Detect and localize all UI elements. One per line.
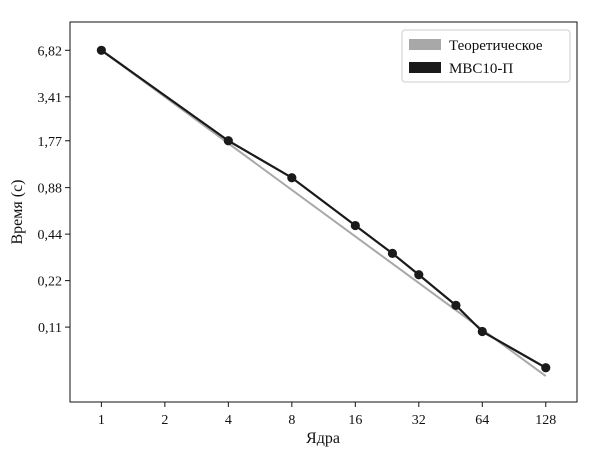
y-tick-label-1: 0,22 [38,275,63,290]
x-tick-label-7: 128 [535,413,556,428]
legend-box [401,29,571,83]
series-1-point-7 [477,326,487,337]
legend: Теоретическое МВС10-П [401,29,571,83]
series-layer [96,45,551,377]
series-1-point-2 [287,173,297,183]
y-tick-label-0: 0,11 [38,321,62,336]
series-line-1 [100,49,547,369]
x-tick-label-3: 8 [288,413,295,428]
x-tick-label-4: 16 [348,413,362,428]
plot-area [69,21,578,403]
y-tick-label-4: 1,77 [38,135,63,150]
x-tick-label-1: 2 [161,413,168,428]
legend-label-mvs10p: МВС10-П [449,61,513,77]
series-1-point-0 [96,45,106,55]
series-1-point-4 [387,248,398,259]
series-1-point-6 [451,300,461,311]
y-tick-label-5: 3,41 [38,91,63,106]
legend-swatch-theoretical [409,39,441,50]
y-axis: 0,11 0,22 0,44 0,88 1,77 3,41 6,82 [38,44,70,336]
y-tick-label-3: 0,88 [38,182,63,197]
y-tick-label-6: 6,82 [38,44,63,59]
legend-label-theoretical: Теоретическое [449,38,543,54]
series-1-point-1 [223,136,233,146]
x-axis-label: Ядра [306,430,340,447]
x-tick-label-6: 64 [475,413,489,428]
x-tick-label-0: 1 [98,413,105,428]
x-tick-label-2: 4 [225,413,232,428]
series-1-point-8 [541,363,551,373]
series-1-point-5 [414,270,424,280]
y-tick-label-2: 0,44 [38,228,63,243]
x-tick-label-5: 32 [412,413,426,428]
y-axis-label: Время (с) [9,179,26,244]
series-1-point-3 [350,220,360,231]
legend-swatch-mvs10p [409,62,441,73]
x-axis: 1 2 4 8 16 32 64 128 [98,402,556,428]
